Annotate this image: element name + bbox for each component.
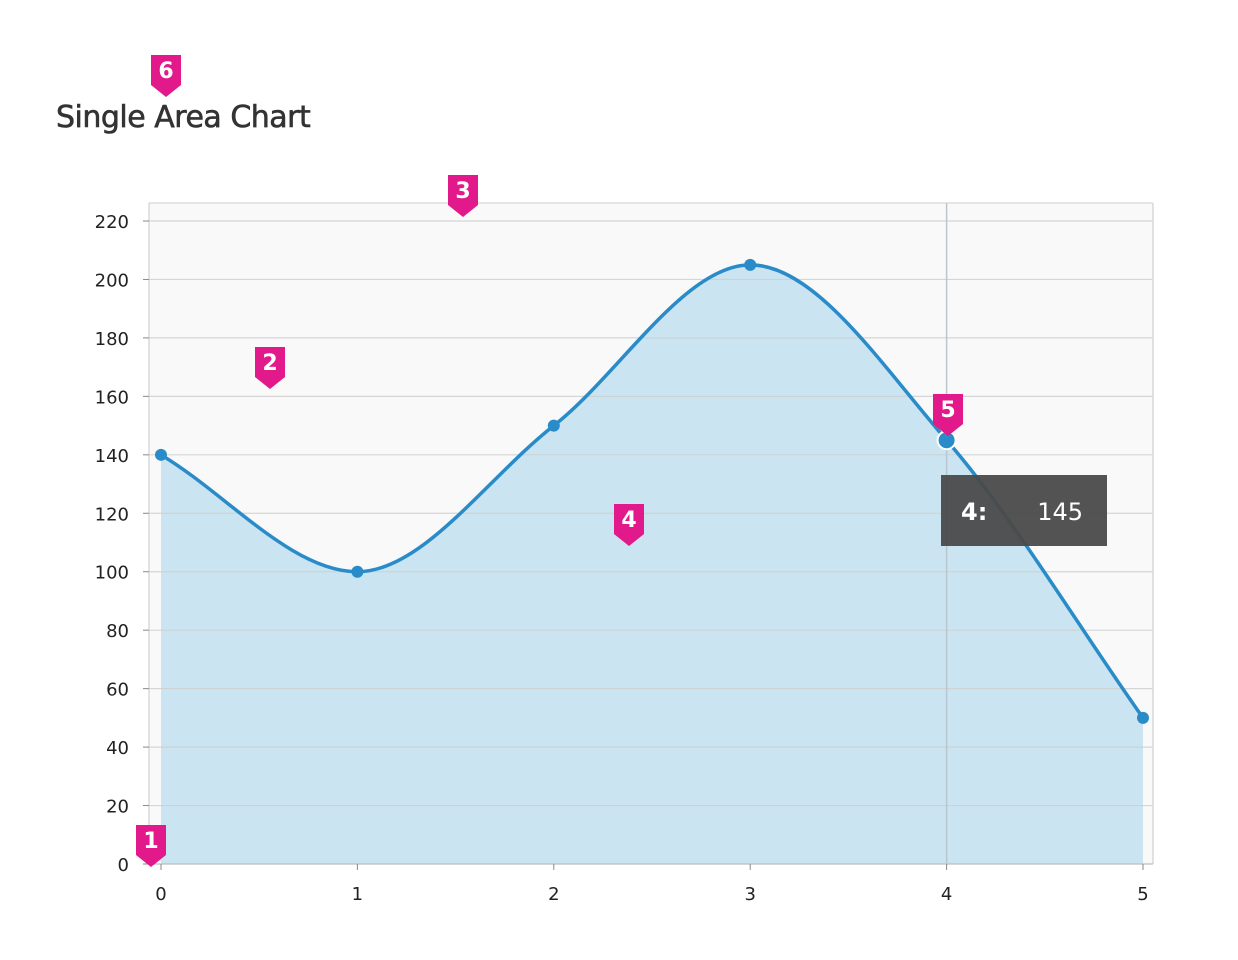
y-tick-label: 40 [106,738,129,759]
annotation-marker-6 [151,55,181,97]
annotation-marker-label: 6 [158,59,173,84]
tooltip-x-label: 4: [961,498,987,526]
annotation-marker-label: 2 [262,351,277,376]
annotation-marker-label: 3 [455,179,470,204]
y-tick-label: 20 [106,797,129,818]
y-tick-label: 220 [95,212,129,233]
annotation-marker-4 [614,504,644,546]
y-tick-label: 0 [118,855,129,876]
x-tick-label: 3 [744,884,755,905]
y-tick-label: 180 [95,329,129,350]
data-point[interactable] [547,419,560,432]
x-tick-label: 5 [1137,884,1148,905]
annotation-marker-label: 5 [940,398,955,423]
x-tick-label: 0 [155,884,166,905]
annotation-marker-2 [255,347,285,389]
page-title: Single Area Chart [56,100,311,136]
x-tick-label: 2 [548,884,559,905]
y-tick-label: 60 [106,680,129,701]
annotation-marker-5 [933,394,963,436]
y-tick-label: 100 [95,563,129,584]
annotation-marker-label: 1 [143,829,158,854]
data-point[interactable] [744,258,757,271]
data-point[interactable] [1137,711,1149,724]
x-tick-label: 4 [941,884,952,905]
x-tick-label: 1 [352,884,363,905]
y-tick-label: 160 [95,387,129,408]
annotation-marker-1 [136,825,166,867]
area-fill [161,264,1143,864]
tooltip-value: 145 [1037,498,1083,526]
y-tick-label: 120 [95,504,129,525]
y-tick-label: 140 [95,446,129,467]
data-point[interactable] [155,448,167,461]
annotation-marker-3 [448,175,478,217]
data-point[interactable] [351,565,364,578]
y-tick-label: 80 [106,621,129,642]
annotation-marker-label: 4 [621,508,636,533]
y-tick-label: 200 [95,270,129,291]
tooltip-box [941,475,1107,546]
